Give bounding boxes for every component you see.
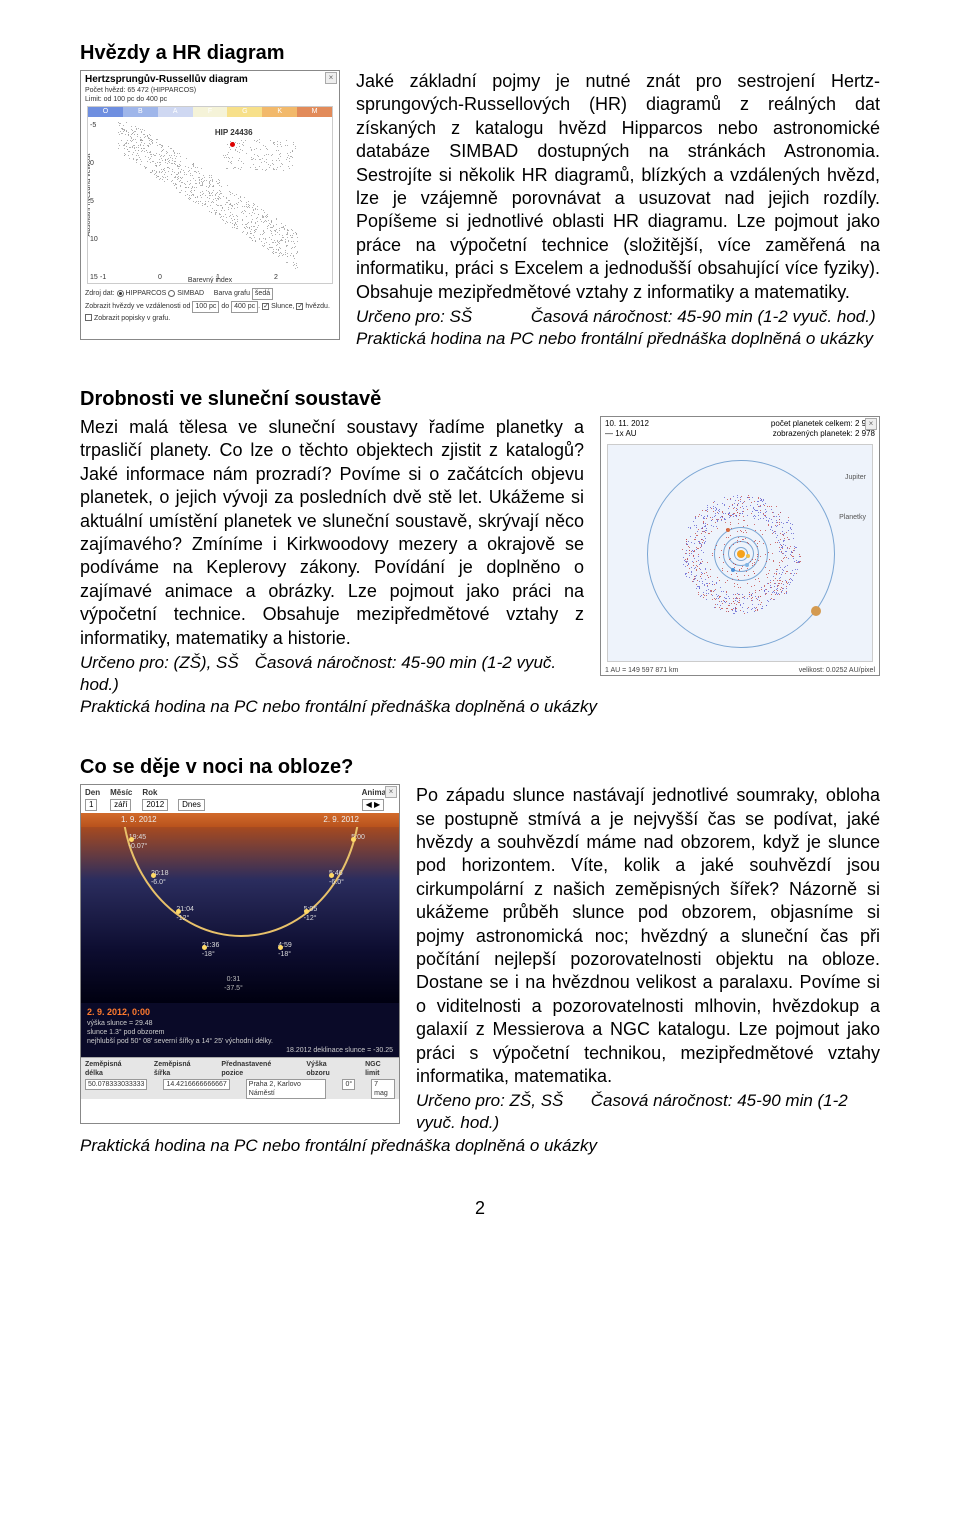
- month-select[interactable]: září: [110, 799, 131, 811]
- alt-input[interactable]: 0°: [342, 1079, 355, 1090]
- close-icon[interactable]: ×: [385, 786, 397, 798]
- meta-for: Určeno pro: SŠ: [356, 306, 526, 328]
- night-dates-bar: 1. 9. 2012 2. 9. 2012: [81, 813, 399, 827]
- meta-for: Určeno pro: (ZŠ), SŠ: [80, 652, 250, 674]
- sun-checkbox[interactable]: [262, 303, 269, 310]
- section-practical: Praktická hodina na PC nebo frontální př…: [80, 1135, 880, 1157]
- planet-au-label: — 1x AU: [605, 429, 649, 439]
- section-night-sky: Co se děje v noci na obloze? × Den1 Měsí…: [80, 754, 880, 1156]
- page-number: 2: [80, 1197, 880, 1220]
- day-select[interactable]: 1: [85, 799, 97, 811]
- animation-control[interactable]: ◀ ▶: [362, 799, 385, 811]
- meta-time: Časová náročnost: 45-90 min (1-2 vyuč. h…: [531, 307, 876, 326]
- close-icon[interactable]: ×: [325, 72, 337, 84]
- date-left: 1. 9. 2012: [121, 815, 157, 825]
- range-to-input[interactable]: 400 pc: [231, 301, 258, 313]
- night-lower-info: 2. 9. 2012, 0:00 výška slunce = 29.48 sl…: [81, 1003, 399, 1057]
- planet-figure: × 10. 11. 2012 — 1x AU počet planetek ce…: [600, 416, 880, 676]
- radio-hipparcos[interactable]: [117, 290, 124, 297]
- planet-header: 10. 11. 2012 — 1x AU počet planetek celk…: [601, 417, 879, 442]
- lat-input[interactable]: 14.4216666666667: [163, 1079, 229, 1090]
- ngc-input[interactable]: 7 mag: [371, 1079, 395, 1099]
- year-select[interactable]: 2012: [142, 799, 168, 811]
- radio-simbad[interactable]: [168, 290, 175, 297]
- hr-plot-area: OBAFGKM Absolutní hvězdná velikost -5051…: [87, 106, 333, 284]
- section-title: Co se děje v noci na obloze?: [80, 754, 880, 780]
- x-axis-label: Barevný index: [188, 276, 232, 284]
- section-title: Drobnosti ve sluneční soustavě: [80, 386, 880, 412]
- night-sky-plot: 19:45-0.07°5:0020:18-6.0°5:46-6.0°21:04-…: [81, 827, 399, 1003]
- hr-figure-sub2: Limit: od 100 pc do 400 pc: [81, 95, 339, 104]
- hr-controls: Zdroj dat: HIPPARCOS SIMBAD Barva grafu …: [81, 286, 339, 326]
- source-label: Zdroj dat:: [85, 290, 115, 297]
- hr-highlight-star: [230, 142, 235, 147]
- planet-info2: zobrazených planetek: 2 978: [771, 429, 875, 439]
- meta-for: Určeno pro: ZŠ, SŠ: [416, 1090, 586, 1112]
- color-select[interactable]: šedá: [252, 288, 273, 300]
- spectral-class-bar: OBAFGKM: [88, 107, 332, 117]
- hr-figure-sub1: Počet hvězd: 65 472 (HIPPARCOS): [81, 86, 339, 95]
- hr-figure-title: Hertzsprungův-Russellův diagram: [81, 71, 339, 86]
- close-icon[interactable]: ×: [865, 418, 877, 430]
- place-select[interactable]: Praha 2, Karlovo Náměstí: [246, 1079, 327, 1099]
- section-solar-system: Drobnosti ve sluneční soustavě × 10. 11.…: [80, 386, 880, 718]
- planet-date: 10. 11. 2012: [605, 419, 649, 429]
- y-axis-ticks: -5051015: [90, 121, 102, 273]
- section-title: Hvězdy a HR diagram: [80, 40, 880, 66]
- section-practical: Praktická hodina na PC nebo frontální př…: [80, 696, 880, 718]
- night-bottom-bar: Zeměpisná délka Zeměpisná šířka Přednast…: [81, 1057, 399, 1099]
- night-toolbar: Den1 Měsíczáří Rok2012 Dnes Animace◀ ▶: [81, 785, 399, 813]
- captions-checkbox[interactable]: [85, 314, 92, 321]
- date-right: 2. 9. 2012: [323, 815, 359, 825]
- color-label: Barva grafu: [214, 290, 250, 297]
- footer-right: velikost: 0.0252 AU/pixel: [799, 666, 875, 675]
- today-button[interactable]: Dnes: [178, 799, 205, 811]
- jupiter-label: Jupiter: [845, 473, 866, 482]
- lowinfo-date: 2. 9. 2012, 0:00: [87, 1007, 393, 1019]
- hr-diagram-figure: × Hertzsprungův-Russellův diagram Počet …: [80, 70, 340, 340]
- planet-plot-area: Jupiter Planetky: [607, 444, 873, 662]
- night-sky-figure: × Den1 Měsíczáří Rok2012 Dnes Animace◀ ▶…: [80, 784, 400, 1124]
- range-label: Zobrazit hvězdy ve vzdálenosti od: [85, 303, 190, 310]
- range-from-input[interactable]: 100 pc: [192, 301, 219, 313]
- hr-highlight-label: HIP 24436: [215, 128, 253, 138]
- asteroid-label: Planetky: [839, 513, 866, 522]
- star-checkbox[interactable]: [296, 303, 303, 310]
- planet-footer: 1 AU = 149 597 871 km velikost: 0.0252 A…: [601, 664, 879, 677]
- footer-left: 1 AU = 149 597 871 km: [605, 666, 678, 675]
- planet-info1: počet planetek celkem: 2 976: [771, 419, 875, 429]
- lon-input[interactable]: 50.078333033333: [85, 1079, 147, 1090]
- section-hr-diagram: Hvězdy a HR diagram × Hertzsprungův-Russ…: [80, 40, 880, 350]
